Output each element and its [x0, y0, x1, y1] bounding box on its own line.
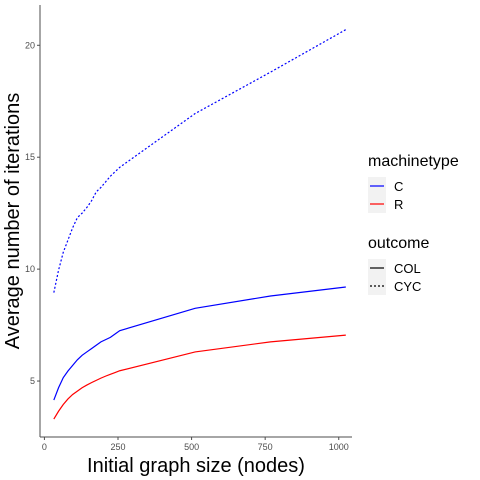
x-tick-label: 500: [184, 442, 199, 452]
legend-title-outcome: outcome: [368, 235, 429, 252]
x-tick-label: 1000: [329, 442, 349, 452]
legend-key-background: [368, 277, 386, 295]
series-line-C-CYC: [53, 29, 347, 293]
series-lines: [53, 29, 347, 420]
y-axis-title: Average number of iterations: [2, 93, 24, 349]
series-line-C-COL: [53, 286, 346, 401]
x-tick-label: 250: [110, 442, 125, 452]
legend-label-COL: COL: [394, 261, 421, 276]
y-axis-ticks: 5 10 15 20: [25, 40, 40, 386]
legend-label-CYC: CYC: [394, 279, 421, 294]
y-tick-label: 5: [30, 376, 35, 386]
x-axis-title: Initial graph size (nodes): [87, 455, 305, 477]
plot-area: 0 250 500 750 1000 5 10 15 20: [25, 5, 352, 452]
x-tick-label: 750: [258, 442, 273, 452]
legend: machinetype C R outcome COL CYC: [368, 153, 459, 295]
legend-label-C: C: [394, 179, 403, 194]
x-tick-label: 0: [42, 442, 47, 452]
y-tick-label: 20: [25, 40, 35, 50]
y-tick-label: 15: [25, 152, 35, 162]
x-axis-ticks: 0 250 500 750 1000: [42, 437, 349, 452]
legend-label-R: R: [394, 197, 403, 212]
y-tick-label: 10: [25, 264, 35, 274]
legend-title-machinetype: machinetype: [368, 153, 459, 170]
legend-machinetype: machinetype C R: [368, 153, 459, 213]
series-line-R-COL: [53, 334, 346, 420]
legend-outcome: outcome COL CYC: [368, 235, 429, 295]
